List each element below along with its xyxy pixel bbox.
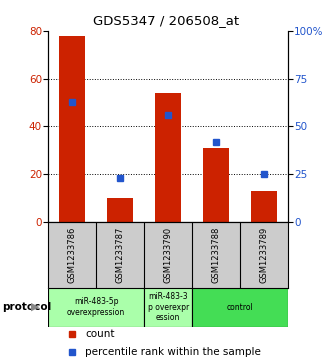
Text: GSM1233788: GSM1233788 <box>211 227 221 283</box>
Bar <box>251 191 277 222</box>
Bar <box>203 148 229 222</box>
Text: count: count <box>86 329 115 339</box>
Bar <box>59 36 86 222</box>
Text: protocol: protocol <box>2 302 51 312</box>
Text: control: control <box>227 303 253 311</box>
Bar <box>144 288 192 327</box>
Bar <box>192 288 288 327</box>
Bar <box>107 198 134 222</box>
Bar <box>48 288 144 327</box>
Text: miR-483-5p
overexpression: miR-483-5p overexpression <box>67 297 125 317</box>
Text: percentile rank within the sample: percentile rank within the sample <box>86 347 261 357</box>
Text: GSM1233790: GSM1233790 <box>164 227 173 283</box>
Bar <box>155 93 181 222</box>
Text: GSM1233787: GSM1233787 <box>116 227 125 283</box>
Text: ▶: ▶ <box>31 302 40 312</box>
Text: miR-483-3
p overexpr
ession: miR-483-3 p overexpr ession <box>148 292 189 322</box>
Text: GSM1233786: GSM1233786 <box>68 227 77 283</box>
Text: GDS5347 / 206508_at: GDS5347 / 206508_at <box>94 15 239 28</box>
Text: GSM1233789: GSM1233789 <box>259 227 269 283</box>
